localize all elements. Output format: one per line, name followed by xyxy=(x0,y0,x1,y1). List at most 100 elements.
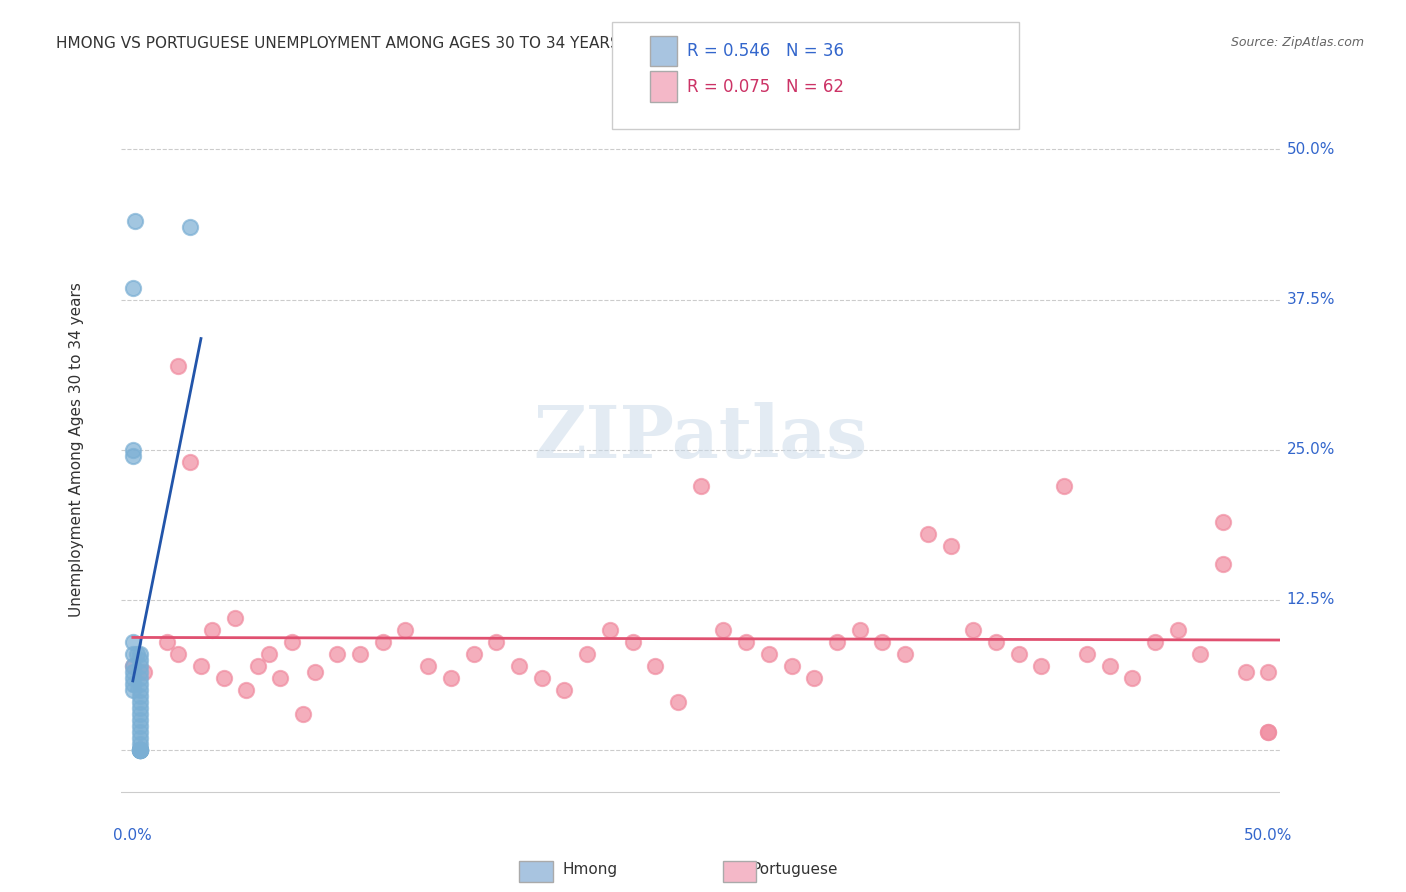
Point xyxy=(1076,647,1098,661)
Point xyxy=(128,731,150,745)
Point xyxy=(212,671,235,685)
Point xyxy=(121,671,143,685)
Point xyxy=(440,671,463,685)
Point xyxy=(235,682,257,697)
Point xyxy=(121,280,143,294)
Point xyxy=(201,623,224,637)
Point xyxy=(121,658,143,673)
Point xyxy=(179,454,201,468)
Point xyxy=(848,623,870,637)
Point xyxy=(1053,478,1076,492)
Point xyxy=(257,647,280,661)
Point xyxy=(394,623,416,637)
Point xyxy=(269,671,291,685)
Point xyxy=(1189,647,1212,661)
Point xyxy=(1008,647,1031,661)
Point xyxy=(121,676,143,690)
Point xyxy=(292,706,315,721)
Text: Portuguese: Portuguese xyxy=(751,863,838,877)
Point xyxy=(128,724,150,739)
Point xyxy=(167,359,190,373)
Point xyxy=(1257,724,1279,739)
Text: HMONG VS PORTUGUESE UNEMPLOYMENT AMONG AGES 30 TO 34 YEARS CORRELATION CHART: HMONG VS PORTUGUESE UNEMPLOYMENT AMONG A… xyxy=(56,36,790,51)
Point xyxy=(621,634,644,648)
Point xyxy=(128,742,150,756)
Point xyxy=(304,665,326,679)
Point xyxy=(128,742,150,756)
Point xyxy=(128,676,150,690)
Point xyxy=(463,647,485,661)
Point xyxy=(872,634,894,648)
Point xyxy=(576,647,599,661)
Point xyxy=(128,742,150,756)
Point xyxy=(128,713,150,727)
Point xyxy=(281,634,304,648)
Point xyxy=(121,682,143,697)
Point xyxy=(326,647,349,661)
Text: ZIPatlas: ZIPatlas xyxy=(534,402,868,473)
Point xyxy=(128,695,150,709)
Point xyxy=(128,671,150,685)
Point xyxy=(1167,623,1189,637)
Point xyxy=(984,634,1007,648)
Text: Unemployment Among Ages 30 to 34 years: Unemployment Among Ages 30 to 34 years xyxy=(69,282,83,617)
Point xyxy=(962,623,984,637)
Point xyxy=(134,665,156,679)
Point xyxy=(124,214,146,228)
Point xyxy=(508,658,530,673)
Point xyxy=(599,623,621,637)
Point xyxy=(917,526,939,541)
Point xyxy=(349,647,371,661)
Point xyxy=(128,689,150,703)
Point xyxy=(246,658,269,673)
Text: 50.0%: 50.0% xyxy=(1286,142,1336,157)
Point xyxy=(128,700,150,714)
Point xyxy=(530,671,553,685)
Point xyxy=(121,449,143,463)
Point xyxy=(689,478,711,492)
Point xyxy=(1098,658,1121,673)
Point xyxy=(128,742,150,756)
Point xyxy=(758,647,780,661)
Point xyxy=(371,634,394,648)
Point xyxy=(644,658,666,673)
Point xyxy=(1212,515,1234,529)
Point xyxy=(128,742,150,756)
Point xyxy=(1257,724,1279,739)
Text: Hmong: Hmong xyxy=(562,863,619,877)
Point xyxy=(825,634,848,648)
Point xyxy=(1257,665,1279,679)
Point xyxy=(121,658,143,673)
Point xyxy=(190,658,212,673)
Point xyxy=(128,653,150,667)
Point xyxy=(1212,557,1234,571)
Point xyxy=(128,737,150,751)
Point xyxy=(179,220,201,235)
Point xyxy=(128,706,150,721)
Point xyxy=(735,634,758,648)
Point xyxy=(121,634,143,648)
Text: 37.5%: 37.5% xyxy=(1286,292,1336,307)
Point xyxy=(485,634,508,648)
Text: 25.0%: 25.0% xyxy=(1286,442,1336,457)
Point xyxy=(416,658,439,673)
Point xyxy=(127,647,149,661)
Text: R = 0.075   N = 62: R = 0.075 N = 62 xyxy=(688,78,844,95)
Point xyxy=(780,658,803,673)
Point xyxy=(121,442,143,457)
Point xyxy=(128,719,150,733)
Point xyxy=(1234,665,1257,679)
Point xyxy=(666,695,689,709)
Text: R = 0.546   N = 36: R = 0.546 N = 36 xyxy=(688,42,844,60)
Point xyxy=(128,665,150,679)
Text: Source: ZipAtlas.com: Source: ZipAtlas.com xyxy=(1230,36,1364,49)
Point xyxy=(156,634,179,648)
Point xyxy=(128,682,150,697)
Point xyxy=(1121,671,1143,685)
Text: 12.5%: 12.5% xyxy=(1286,592,1336,607)
Point xyxy=(121,647,143,661)
Point xyxy=(128,742,150,756)
Point xyxy=(711,623,734,637)
Point xyxy=(803,671,825,685)
Point xyxy=(1143,634,1166,648)
